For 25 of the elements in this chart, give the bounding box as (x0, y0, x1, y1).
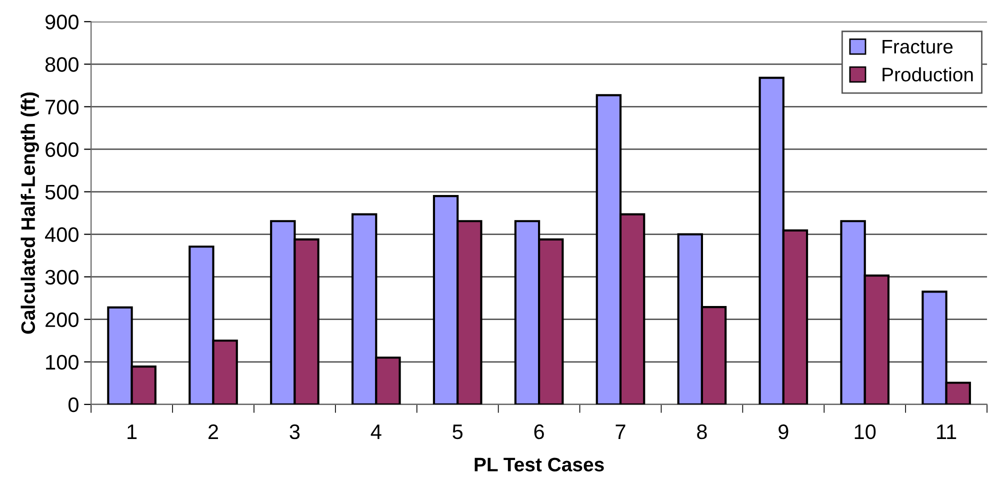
y-tick-label: 200 (46, 312, 78, 328)
y-tick-label: 900 (45, 14, 78, 30)
x-tick-label: 7 (616, 424, 626, 439)
x-tick-label: 2 (208, 424, 218, 439)
x-tick-label: 1 (128, 424, 137, 439)
y-tick-label: 300 (45, 270, 78, 285)
x-tick-label: 8 (697, 424, 707, 440)
y-tick-label: 800 (45, 57, 78, 72)
x-tick-label: 10 (854, 424, 876, 440)
y-tick-label: 0 (68, 397, 78, 412)
x-tick-label: 6 (534, 424, 544, 440)
legend-label: Fracture (882, 40, 953, 54)
x-tick-label: 9 (778, 424, 788, 440)
x-tick-label: 4 (370, 424, 382, 439)
y-tick-label: 500 (45, 184, 78, 200)
y-tick-label: 400 (44, 227, 78, 242)
y-tick-label: 600 (46, 142, 78, 157)
x-tick-label: 5 (452, 424, 463, 440)
x-axis-title: PL Test Cases (474, 458, 604, 472)
x-tick-label: 11 (937, 424, 956, 439)
y-axis-title: Calculated Half-Length (ft) (20, 92, 39, 334)
legend-label: Production (882, 67, 973, 82)
y-tick-label: 100 (46, 354, 78, 370)
x-tick-label: 3 (290, 424, 300, 440)
y-tick-label: 700 (46, 100, 78, 114)
